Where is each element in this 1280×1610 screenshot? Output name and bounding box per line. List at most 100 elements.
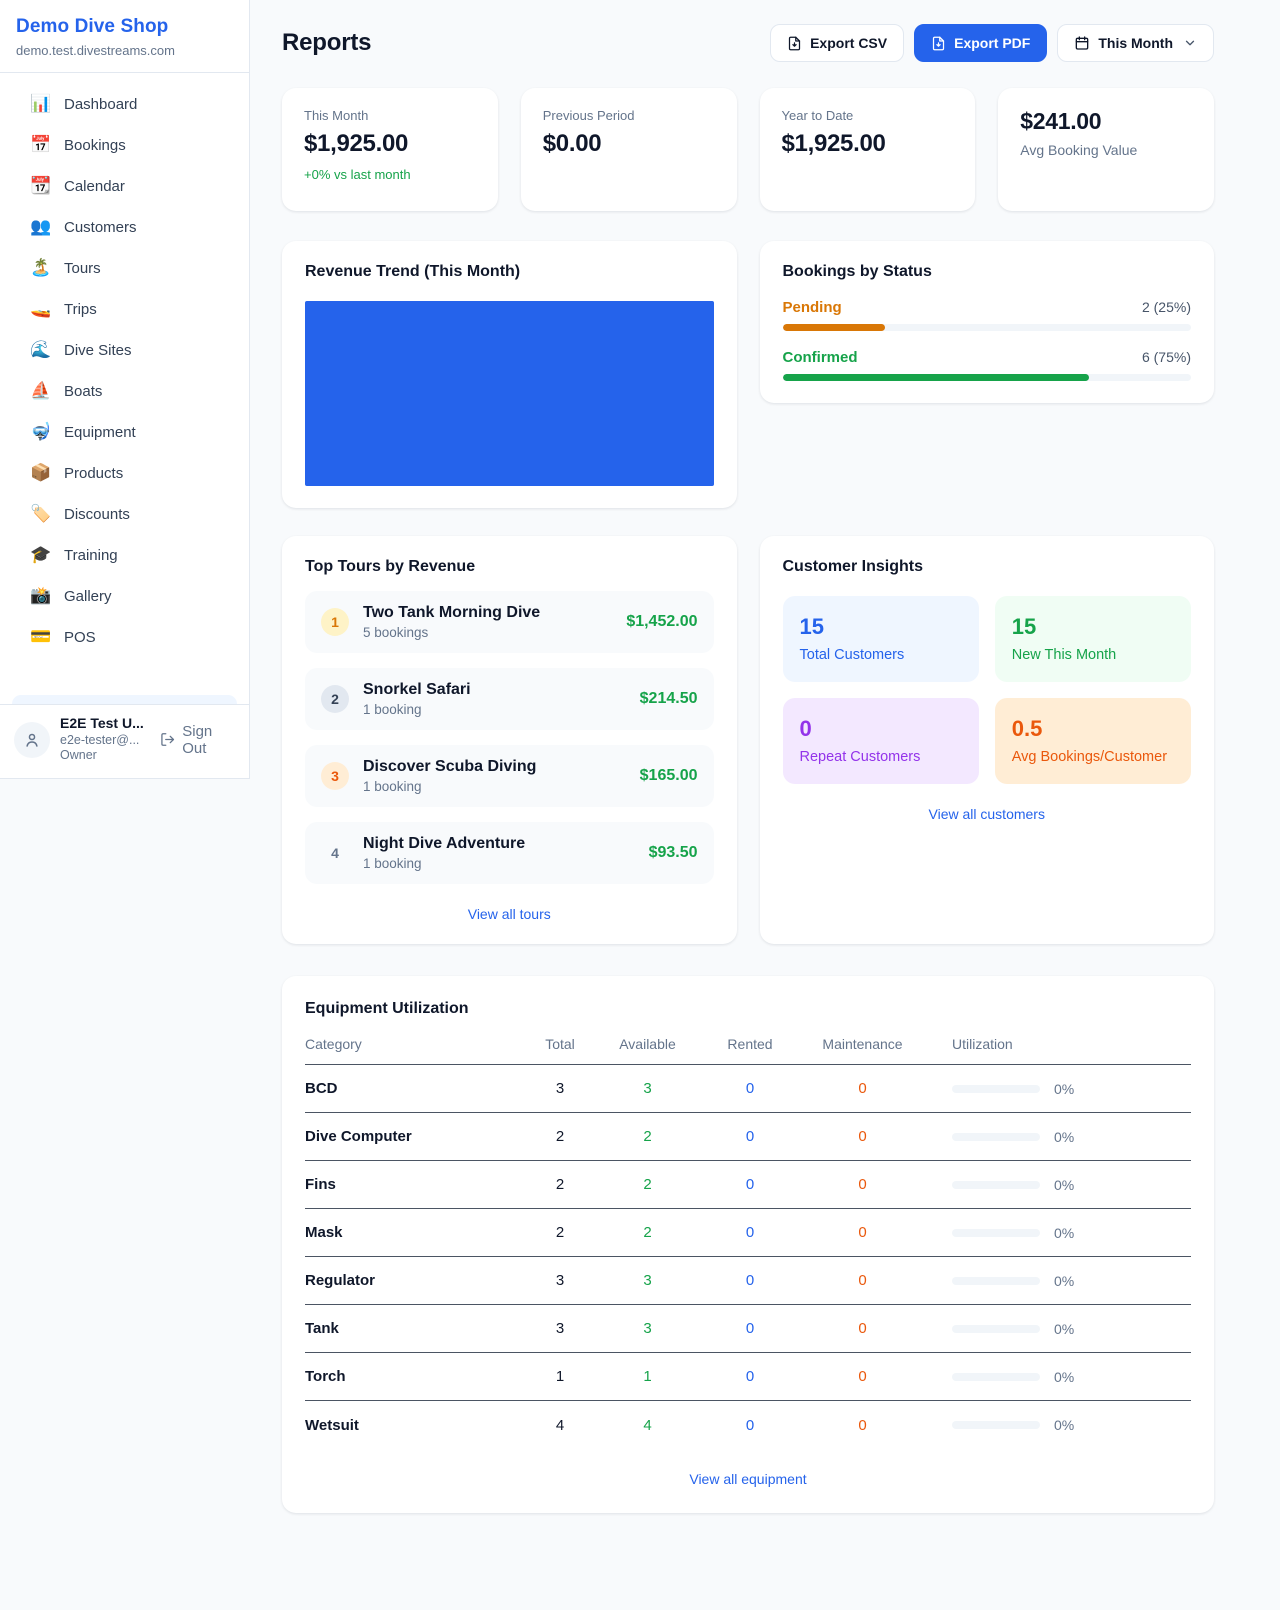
- equipment-table-header: Category Total Available Rented Maintena…: [305, 1036, 1191, 1065]
- equipment-category: Tank: [305, 1320, 339, 1337]
- column-header-rented: Rented: [727, 1036, 773, 1052]
- sidebar-item-tours[interactable]: 🏝️ Tours: [12, 249, 237, 287]
- file-download-icon: [788, 36, 801, 50]
- tour-revenue: $1,452.00: [626, 613, 698, 630]
- bookings-by-status-card: Bookings by Status Pending 2 (25%) Confi…: [759, 241, 1214, 403]
- equipment-maintenance: 0: [858, 1368, 867, 1385]
- shop-name: Demo Dive Shop: [16, 16, 169, 37]
- utilization-bar: [952, 1372, 1040, 1381]
- sidebar-item-discounts[interactable]: 🏷️ Discounts: [12, 495, 237, 533]
- tour-revenue: $165.00: [639, 767, 698, 784]
- tour-revenue: $93.50: [648, 844, 698, 861]
- utilization-percent: 0%: [1054, 1417, 1075, 1433]
- utilization-cell: 0%: [930, 1129, 1191, 1145]
- sidebar-item-dive-sites[interactable]: 🌊 Dive Sites: [12, 331, 237, 369]
- tour-revenue: $214.50: [639, 690, 698, 707]
- sidebar-item-label: Trips: [64, 300, 97, 318]
- customer-insights-card: Customer Insights 15 Total Customers 15 …: [759, 536, 1214, 944]
- sidebar-item-gallery[interactable]: 📸 Gallery: [12, 577, 237, 615]
- insight-new-this-month: 15 New This Month: [994, 596, 1191, 682]
- stat-label: Previous Period: [542, 108, 635, 123]
- equipment-total: 2: [555, 1128, 565, 1145]
- insight-label: Repeat Customers: [799, 749, 921, 765]
- equipment-rented: 0: [745, 1416, 755, 1434]
- equipment-available: 3: [643, 1080, 652, 1097]
- view-all-equipment-link[interactable]: View all equipment: [689, 1471, 807, 1487]
- tear-calendar-icon: 📆: [30, 176, 52, 195]
- middle-row: Top Tours by Revenue 1 Two Tank Morning …: [282, 536, 1214, 944]
- insight-label: Avg Bookings/Customer: [1011, 749, 1168, 765]
- utilization-cell: 0%: [930, 1321, 1191, 1337]
- sidebar-item-training[interactable]: 🎓 Training: [12, 536, 237, 574]
- sidebar-item-reports-partial[interactable]: [12, 695, 237, 705]
- charts-row: Revenue Trend (This Month) Bookings by S…: [282, 241, 1214, 508]
- equipment-maintenance: 0: [858, 1176, 867, 1193]
- utilization-cell: 0%: [930, 1177, 1191, 1193]
- sidebar-item-label: Equipment: [64, 423, 136, 441]
- sidebar-item-pos[interactable]: 💳 POS: [12, 618, 237, 656]
- progress-fill: [782, 324, 885, 331]
- status-count: 6 (75%): [1141, 349, 1191, 365]
- tag-icon: 🏷️: [30, 504, 52, 523]
- table-row: Tank 3 3 0 0 0%: [305, 1305, 1191, 1353]
- sidebar-item-bookings[interactable]: 📅 Bookings: [12, 126, 237, 164]
- utilization-cell: 0%: [930, 1225, 1191, 1241]
- table-row: Wetsuit 4 4 0 0 0%: [305, 1401, 1191, 1449]
- equipment-available: 2: [643, 1176, 652, 1193]
- tour-row: 4 Night Dive Adventure 1 booking $93.50: [305, 822, 714, 884]
- page-title: Reports: [282, 29, 372, 56]
- chevron-down-icon: [1185, 40, 1195, 46]
- brand-block: Demo Dive Shop demo.test.divestreams.com: [0, 0, 249, 73]
- tour-bookings: 1 booking: [363, 702, 422, 717]
- package-icon: 📦: [30, 463, 52, 482]
- tour-name: Discover Scuba Diving: [363, 758, 537, 775]
- period-label: This Month: [1098, 35, 1173, 51]
- sidebar-item-calendar[interactable]: 📆 Calendar: [12, 167, 237, 205]
- progress-fill: [782, 374, 1089, 381]
- stat-value: $1,925.00: [781, 130, 886, 157]
- island-icon: 🏝️: [30, 258, 52, 277]
- sidebar-item-dashboard[interactable]: 📊 Dashboard: [12, 85, 237, 123]
- period-dropdown[interactable]: This Month: [1057, 24, 1214, 62]
- view-all-customers-link[interactable]: View all customers: [928, 806, 1045, 822]
- calendar-date-icon: 📅: [30, 135, 52, 154]
- tour-info: Night Dive Adventure 1 booking: [363, 835, 635, 871]
- insight-repeat-customers: 0 Repeat Customers: [782, 698, 979, 784]
- utilization-cell: 0%: [930, 1369, 1191, 1385]
- sidebar-item-products[interactable]: 📦 Products: [12, 454, 237, 492]
- utilization-bar: [952, 1132, 1040, 1141]
- column-header-utilization: Utilization: [952, 1036, 1013, 1052]
- wave-icon: 🌊: [30, 340, 52, 359]
- export-csv-button[interactable]: Export CSV: [770, 24, 905, 62]
- equipment-available: 2: [643, 1128, 652, 1145]
- stat-card-avg-booking-value: $241.00 Avg Booking Value: [998, 88, 1214, 211]
- avatar: [14, 721, 50, 758]
- equipment-total: 1: [555, 1368, 565, 1385]
- sidebar-item-trips[interactable]: 🚤 Trips: [12, 290, 237, 328]
- tour-name: Snorkel Safari: [363, 681, 471, 698]
- table-row: Fins 2 2 0 0 0%: [305, 1161, 1191, 1209]
- sidebar-item-customers[interactable]: 👥 Customers: [12, 208, 237, 246]
- insight-total-customers: 15 Total Customers: [782, 596, 979, 682]
- sidebar-nav: 📊 Dashboard 📅 Bookings 📆 Calendar 👥 Customer…: [0, 73, 249, 695]
- status-row-confirmed: Confirmed 6 (75%): [782, 349, 1191, 381]
- table-row: BCD 3 3 0 0 0%: [305, 1065, 1191, 1113]
- progress-track: [782, 374, 1191, 381]
- utilization-bar: [952, 1421, 1040, 1429]
- table-row: Mask 2 2 0 0 0%: [305, 1209, 1191, 1257]
- sidebar-item-label: Training: [64, 546, 118, 564]
- stat-cards-row: This Month $1,925.00 +0% vs last month P…: [282, 88, 1214, 211]
- sign-out-button[interactable]: Sign Out: [160, 723, 235, 757]
- sidebar-item-boats[interactable]: ⛵ Boats: [12, 372, 237, 410]
- sidebar-item-equipment[interactable]: 🤿 Equipment: [12, 413, 237, 451]
- sign-out-label: Sign Out: [182, 722, 213, 757]
- tour-name: Night Dive Adventure: [363, 835, 526, 852]
- sidebar-item-label: Customers: [64, 218, 137, 236]
- equipment-total: 3: [555, 1080, 565, 1097]
- export-pdf-button[interactable]: Export PDF: [914, 24, 1048, 62]
- insight-value: 15: [1011, 614, 1037, 639]
- stat-label: Avg Booking Value: [1020, 142, 1138, 158]
- logout-icon: [161, 733, 174, 747]
- view-all-tours-link[interactable]: View all tours: [467, 906, 551, 922]
- user-meta: E2E Test U... e2e-tester@... Owner: [60, 715, 144, 764]
